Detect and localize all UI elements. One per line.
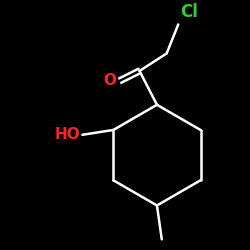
Text: Cl: Cl [180, 2, 198, 21]
Text: O: O [103, 73, 116, 88]
Text: HO: HO [55, 127, 80, 142]
